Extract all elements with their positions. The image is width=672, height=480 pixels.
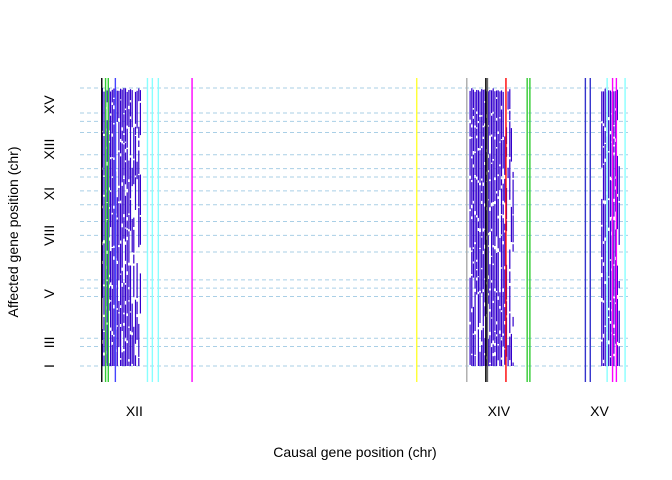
point-cluster-0 — [101, 88, 141, 366]
horizontal-reference-lines — [80, 87, 628, 367]
y-axis-label: Affected gene position (chr) — [5, 147, 21, 318]
y-tick-label-3: VIII — [41, 225, 57, 246]
y-tick-label-0: I — [41, 364, 57, 368]
y-tick-label-5: XIII — [41, 139, 57, 160]
x-tick-label-2: XV — [590, 403, 609, 419]
y-tick-label-6: XV — [41, 95, 57, 114]
x-axis-label: Causal gene position (chr) — [273, 444, 436, 460]
vertical-lines — [101, 78, 626, 382]
point-cluster-1 — [469, 88, 514, 366]
y-tick-label-4: XI — [41, 187, 57, 200]
x-tick-label-1: XIV — [488, 403, 511, 419]
x-tick-labels: XII XIV XV — [126, 403, 610, 419]
point-clusters — [101, 88, 620, 366]
y-tick-label-2: V — [41, 288, 57, 298]
x-tick-label-0: XII — [126, 403, 143, 419]
y-tick-label-1: III — [41, 337, 57, 349]
